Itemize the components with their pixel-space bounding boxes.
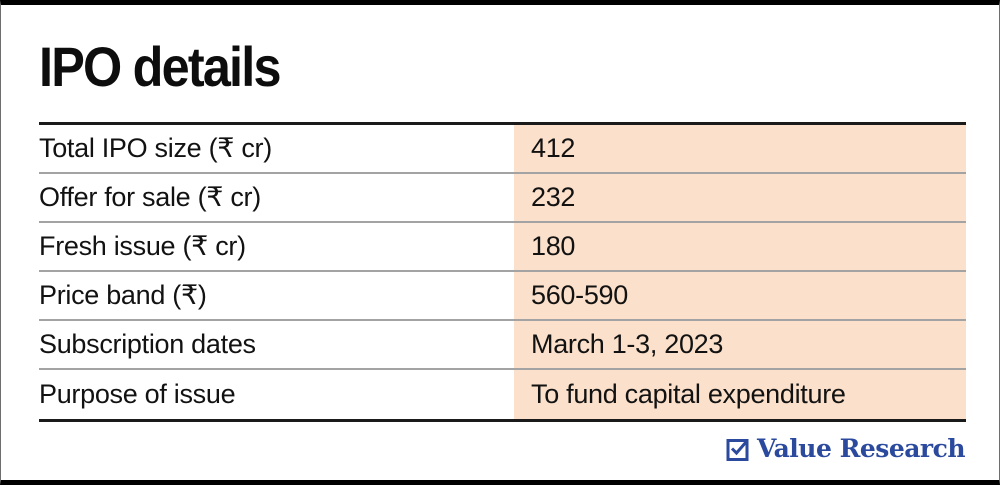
row-value: 180 (514, 223, 966, 270)
table-row: Price band (₹) 560-590 (39, 272, 966, 321)
row-value: 560-590 (514, 272, 966, 319)
page-title: IPO details (39, 35, 281, 98)
row-label: Total IPO size (₹ cr) (39, 125, 514, 172)
value-research-logo: Value Research (726, 434, 966, 463)
table-row: Purpose of issue To fund capital expendit… (39, 370, 966, 419)
row-label: Fresh issue (₹ cr) (39, 223, 514, 270)
table-row: Subscription dates March 1-3, 2023 (39, 321, 966, 370)
brand-name: Value Research (756, 434, 966, 463)
row-label: Purpose of issue (39, 370, 514, 419)
row-label: Price band (₹) (39, 272, 514, 319)
ipo-details-table: Total IPO size (₹ cr) 412 Offer for sale (… (39, 122, 966, 422)
row-value: 232 (514, 174, 966, 221)
table-row: Fresh issue (₹ cr) 180 (39, 223, 966, 272)
row-value: 412 (514, 125, 966, 172)
row-value: March 1-3, 2023 (514, 321, 966, 368)
row-value: To fund capital expenditure (514, 370, 966, 419)
row-label: Offer for sale (₹ cr) (39, 174, 514, 221)
table-row: Total IPO size (₹ cr) 412 (39, 125, 966, 174)
checkbox-check-icon (726, 437, 750, 461)
row-label: Subscription dates (39, 321, 514, 368)
table-row: Offer for sale (₹ cr) 232 (39, 174, 966, 223)
